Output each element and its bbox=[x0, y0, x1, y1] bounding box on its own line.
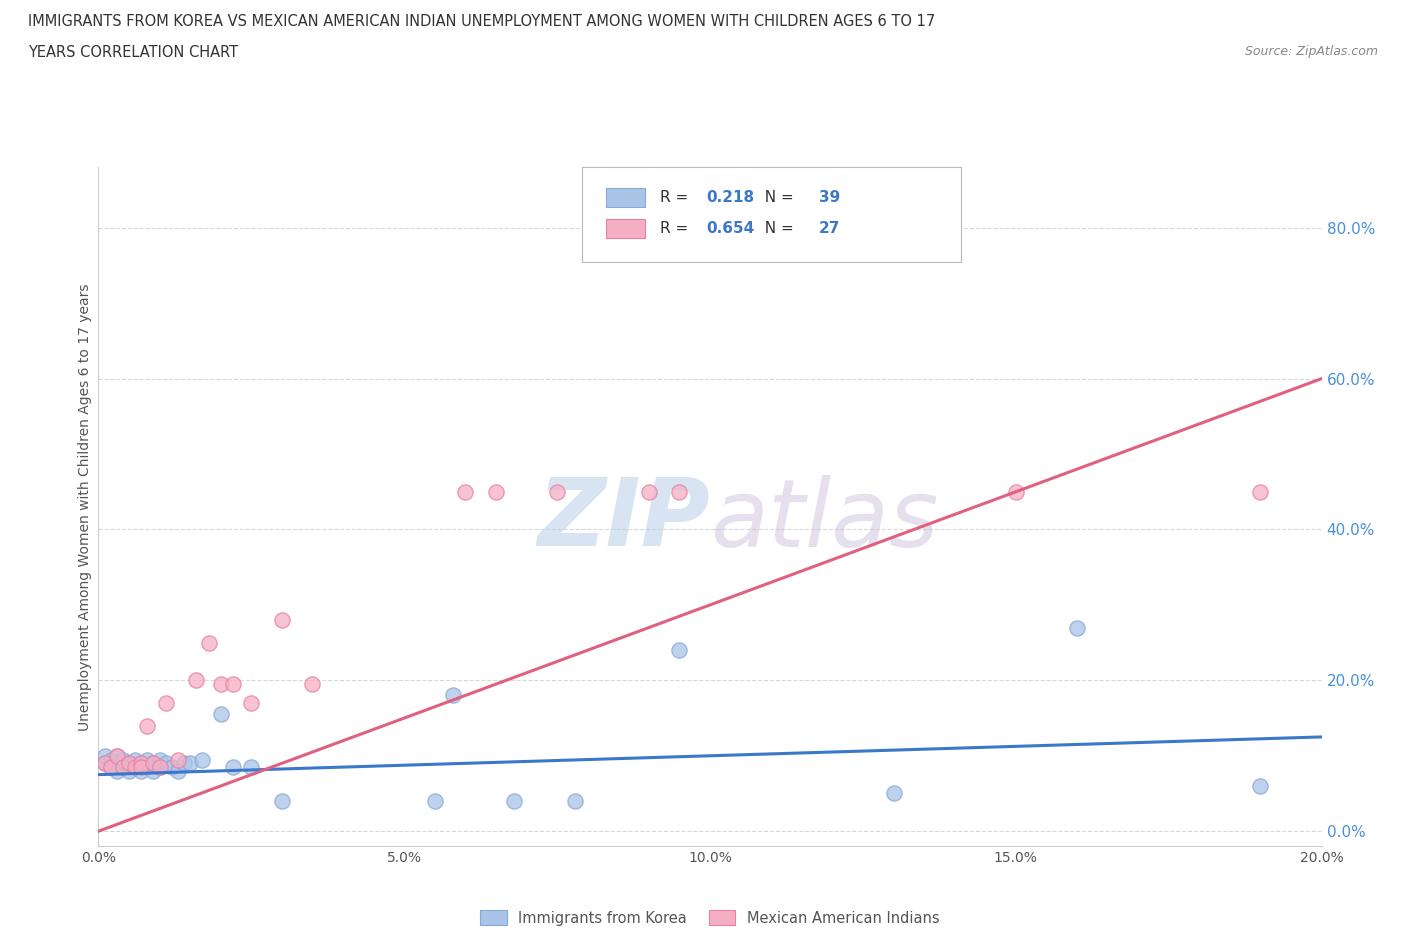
Point bbox=[155, 696, 177, 711]
Point bbox=[124, 760, 146, 775]
Point bbox=[118, 764, 141, 778]
Legend: Immigrants from Korea, Mexican American Indians: Immigrants from Korea, Mexican American … bbox=[475, 905, 945, 930]
Point bbox=[129, 756, 152, 771]
Point bbox=[100, 760, 122, 775]
Point bbox=[1249, 778, 1271, 793]
Point bbox=[136, 752, 159, 767]
Point bbox=[149, 760, 172, 775]
Text: 0.654: 0.654 bbox=[706, 221, 755, 236]
Point bbox=[270, 613, 292, 628]
Point bbox=[270, 793, 292, 808]
Point bbox=[93, 749, 115, 764]
Point bbox=[546, 485, 568, 499]
Text: N =: N = bbox=[755, 191, 799, 206]
Point bbox=[564, 793, 586, 808]
Point bbox=[149, 752, 172, 767]
Point bbox=[93, 756, 115, 771]
Point bbox=[222, 760, 245, 775]
Text: YEARS CORRELATION CHART: YEARS CORRELATION CHART bbox=[28, 45, 238, 60]
Point bbox=[240, 760, 263, 775]
Point bbox=[142, 756, 165, 771]
Point bbox=[142, 764, 165, 778]
Point bbox=[1066, 620, 1088, 635]
Text: N =: N = bbox=[755, 221, 799, 236]
Text: R =: R = bbox=[659, 221, 693, 236]
Text: 39: 39 bbox=[818, 191, 841, 206]
Point bbox=[186, 673, 208, 688]
Point bbox=[179, 756, 201, 771]
Point bbox=[129, 764, 152, 778]
Text: R =: R = bbox=[659, 191, 693, 206]
Point bbox=[118, 756, 141, 771]
Point bbox=[173, 756, 195, 771]
Point bbox=[883, 786, 905, 801]
Point bbox=[129, 760, 152, 775]
Bar bbox=[606, 189, 645, 207]
Point bbox=[191, 752, 214, 767]
Point bbox=[668, 485, 690, 499]
Point bbox=[118, 756, 141, 771]
Text: IMMIGRANTS FROM KOREA VS MEXICAN AMERICAN INDIAN UNEMPLOYMENT AMONG WOMEN WITH C: IMMIGRANTS FROM KOREA VS MEXICAN AMERICA… bbox=[28, 14, 935, 29]
Y-axis label: Unemployment Among Women with Children Ages 6 to 17 years: Unemployment Among Women with Children A… bbox=[79, 283, 93, 731]
Point bbox=[111, 760, 134, 775]
Point bbox=[136, 760, 159, 775]
Point bbox=[503, 793, 526, 808]
Text: atlas: atlas bbox=[710, 475, 938, 566]
Point bbox=[1004, 485, 1026, 499]
Point bbox=[142, 756, 165, 771]
Point bbox=[149, 760, 172, 775]
Point bbox=[100, 752, 122, 767]
FancyBboxPatch shape bbox=[582, 167, 960, 262]
Point bbox=[668, 643, 690, 658]
Point bbox=[111, 752, 134, 767]
Point bbox=[454, 485, 477, 499]
Point bbox=[167, 752, 190, 767]
Point bbox=[485, 485, 508, 499]
Point bbox=[441, 688, 464, 703]
Text: 0.218: 0.218 bbox=[706, 191, 755, 206]
Point bbox=[1249, 485, 1271, 499]
Point bbox=[240, 696, 263, 711]
Point bbox=[167, 764, 190, 778]
Text: Source: ZipAtlas.com: Source: ZipAtlas.com bbox=[1244, 45, 1378, 58]
Text: ZIP: ZIP bbox=[537, 474, 710, 566]
Point bbox=[160, 760, 183, 775]
Point bbox=[105, 749, 128, 764]
Point bbox=[155, 756, 177, 771]
Point bbox=[105, 764, 128, 778]
Point bbox=[637, 485, 661, 499]
Point bbox=[105, 749, 128, 764]
Point bbox=[301, 677, 323, 692]
Point bbox=[111, 760, 134, 775]
Point bbox=[93, 756, 115, 771]
Point bbox=[197, 635, 219, 650]
Point bbox=[124, 760, 146, 775]
Point bbox=[222, 677, 245, 692]
Point bbox=[105, 756, 128, 771]
Bar bbox=[606, 219, 645, 238]
Point bbox=[209, 677, 232, 692]
Point bbox=[136, 718, 159, 733]
Point bbox=[209, 707, 232, 722]
Point bbox=[124, 752, 146, 767]
Point bbox=[423, 793, 446, 808]
Point bbox=[100, 760, 122, 775]
Text: 27: 27 bbox=[818, 221, 841, 236]
Point bbox=[129, 756, 152, 771]
